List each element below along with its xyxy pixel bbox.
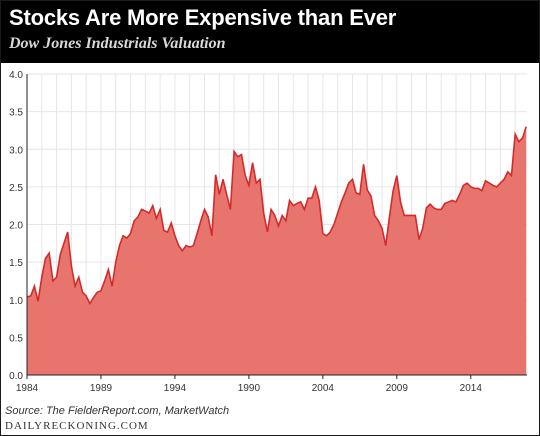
x-tick-label: 2014 bbox=[460, 383, 483, 394]
y-tick-label: 1.0 bbox=[9, 296, 23, 307]
x-tick-label: 1990 bbox=[238, 383, 261, 394]
x-tick-label: 1989 bbox=[90, 383, 113, 394]
x-tick-label: 2009 bbox=[386, 383, 409, 394]
x-tick-label: 1984 bbox=[16, 383, 39, 394]
y-tick-label: 3.5 bbox=[9, 108, 23, 119]
source-note: Source: The FielderReport.com, MarketWat… bbox=[5, 405, 230, 417]
series-line bbox=[26, 126, 528, 306]
area-series bbox=[27, 126, 527, 376]
x-tick-label: 1994 bbox=[164, 383, 187, 394]
plot-area: 0.0 0.5 1.0 1.5 2.0 2.5 3.0 3.5 4.0 1984 1989 1994 1… bbox=[1, 63, 539, 403]
y-tick-label: 2.5 bbox=[9, 183, 23, 194]
y-tick-label: 1.5 bbox=[9, 258, 23, 269]
chart-subtitle: Dow Jones Industrials Valuation bbox=[9, 35, 226, 52]
chart-header: Stocks Are More Expensive than Ever Dow … bbox=[1, 1, 539, 63]
y-tick-label: 4.0 bbox=[9, 70, 23, 81]
site-credit: DAILYRECKONING.COM bbox=[5, 420, 149, 432]
x-tick-label: 2004 bbox=[312, 383, 335, 394]
area-chart: 0.0 0.5 1.0 1.5 2.0 2.5 3.0 3.5 4.0 1984 1989 1994 1… bbox=[9, 70, 528, 394]
chart-title: Stocks Are More Expensive than Ever bbox=[9, 5, 397, 30]
y-tick-label: 2.0 bbox=[9, 221, 23, 232]
y-tick-label: 3.0 bbox=[9, 145, 23, 156]
y-tick-label: 0.5 bbox=[9, 333, 23, 344]
y-tick-label: 0.0 bbox=[9, 371, 23, 382]
